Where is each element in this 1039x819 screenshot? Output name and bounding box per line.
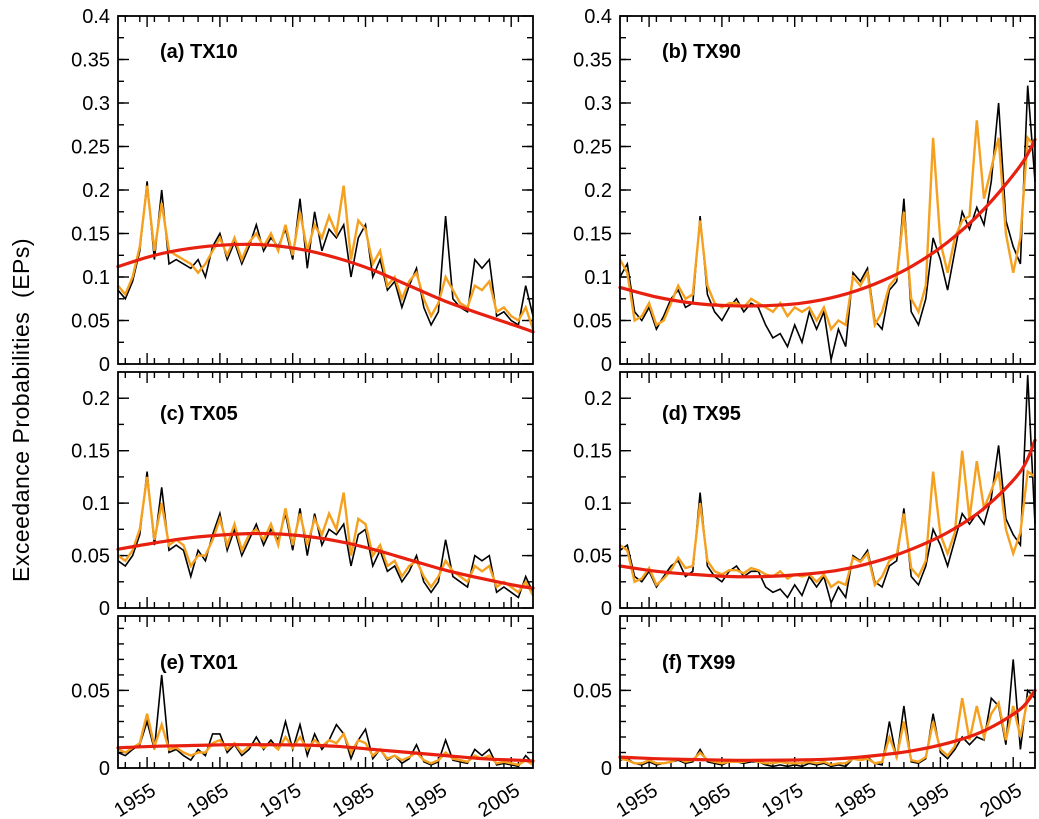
- red-trend-line: [116, 531, 535, 590]
- y-tick-label: 0.15: [573, 441, 612, 463]
- panel-label: (d) TX95: [662, 403, 741, 425]
- y-tick-label: 0.2: [82, 180, 110, 202]
- panel-label: (f) TX99: [662, 652, 735, 674]
- y-tick-label: 0.3: [82, 93, 110, 115]
- panel-f: 0 0.05 1955 1965 1975 1985 1995 2005 (f) TX99: [573, 615, 1037, 819]
- x-tick-label: 1965: [183, 780, 232, 819]
- x-tick-label: 2005: [976, 780, 1025, 819]
- x-tick-label: 1975: [758, 780, 807, 819]
- y-tick-label: 0.25: [71, 137, 110, 159]
- panel-frame: [117, 615, 534, 769]
- y-tick-label: 0.2: [584, 388, 612, 410]
- y-tick-label: 0.05: [573, 546, 612, 568]
- y-tick-label: 0.4: [82, 6, 110, 28]
- black-series-line: [117, 181, 534, 327]
- x-tick-label: 1985: [831, 780, 880, 819]
- y-tick-label: 0.3: [584, 93, 612, 115]
- panel-frame: [619, 371, 1036, 609]
- black-series-line: [619, 85, 1036, 360]
- y-tick-label: 0.15: [71, 224, 110, 246]
- y-tick-label: 0.1: [584, 493, 612, 515]
- x-tick-label: 2005: [474, 780, 523, 819]
- y-tick-label: 0: [601, 354, 612, 376]
- y-tick-label: 0.2: [82, 388, 110, 410]
- black-series-line: [117, 674, 534, 768]
- panel-frame: [117, 371, 534, 609]
- panel-label: (e) TX01: [160, 652, 238, 674]
- orange-series-line: [619, 450, 1036, 589]
- y-tick-label: 0.05: [573, 311, 612, 333]
- x-tick-label: 1995: [402, 780, 451, 819]
- y-tick-label: 0: [601, 598, 612, 620]
- red-trend-line: [618, 688, 1037, 762]
- y-tick-label: 0: [99, 758, 110, 780]
- panel-d: 0 0.05 0.1 0.15 0.2 (d) TX95: [573, 371, 1037, 620]
- y-tick-label: 0.1: [82, 267, 110, 289]
- x-tick-label: 1955: [612, 780, 661, 819]
- red-trend-line: [116, 743, 535, 763]
- panel-e: 0 0.05 1955 1965 1975 1985 1995 2005 (e) TX01: [71, 615, 535, 819]
- y-tick-label: 0: [99, 598, 110, 620]
- y-tick-label: 0.1: [82, 493, 110, 515]
- x-tick-label: 1955: [110, 780, 159, 819]
- y-tick-label: 0.05: [71, 311, 110, 333]
- x-tick-label: 1975: [256, 780, 305, 819]
- x-tick-label: 1995: [904, 780, 953, 819]
- y-tick-label: 0: [99, 354, 110, 376]
- orange-series-line: [117, 185, 535, 330]
- x-tick-label: 1985: [329, 780, 378, 819]
- y-tick-label: 0.05: [71, 546, 110, 568]
- y-tick-label: 0.05: [71, 680, 110, 702]
- panel-label: (b) TX90: [662, 41, 741, 63]
- red-trend-line: [618, 438, 1037, 579]
- panel-a: 0 0.05 0.1 0.15 0.2 0.25 0.3 0.35 0.4 (a) TX10: [71, 6, 535, 376]
- y-tick-label: 0: [601, 758, 612, 780]
- y-tick-label: 0.35: [71, 50, 110, 72]
- orange-series-line: [619, 689, 1036, 767]
- y-tick-label: 0.2: [584, 180, 612, 202]
- black-series-line: [619, 659, 1036, 768]
- y-tick-label: 0.25: [573, 137, 612, 159]
- y-tick-label: 0.15: [71, 441, 110, 463]
- panel-c: 0 0.05 0.1 0.15 0.2 (c) TX05: [71, 371, 535, 620]
- y-tick-label: 0.05: [573, 680, 612, 702]
- orange-series-line: [618, 120, 1036, 332]
- red-trend-line: [116, 242, 535, 334]
- red-trend-line: [618, 137, 1037, 308]
- panel-b: 0 0.05 0.1 0.15 0.2 0.25 0.3 0.35 0.4 (b) TX90: [573, 6, 1037, 376]
- x-tick-label: 1965: [685, 780, 734, 819]
- panel-frame: [117, 15, 534, 365]
- panel-label: (a) TX10: [160, 41, 238, 63]
- panel-label: (c) TX05: [160, 403, 238, 425]
- y-tick-label: 0.1: [584, 267, 612, 289]
- orange-series-line: [117, 476, 535, 596]
- black-series-line: [117, 471, 534, 599]
- y-tick-label: 0.4: [584, 6, 612, 28]
- panel-frame: [619, 15, 1036, 365]
- panel-frame: [619, 615, 1036, 769]
- y-tick-label: 0.35: [573, 50, 612, 72]
- y-tick-label: 0.15: [573, 224, 612, 246]
- orange-series-line: [117, 713, 534, 767]
